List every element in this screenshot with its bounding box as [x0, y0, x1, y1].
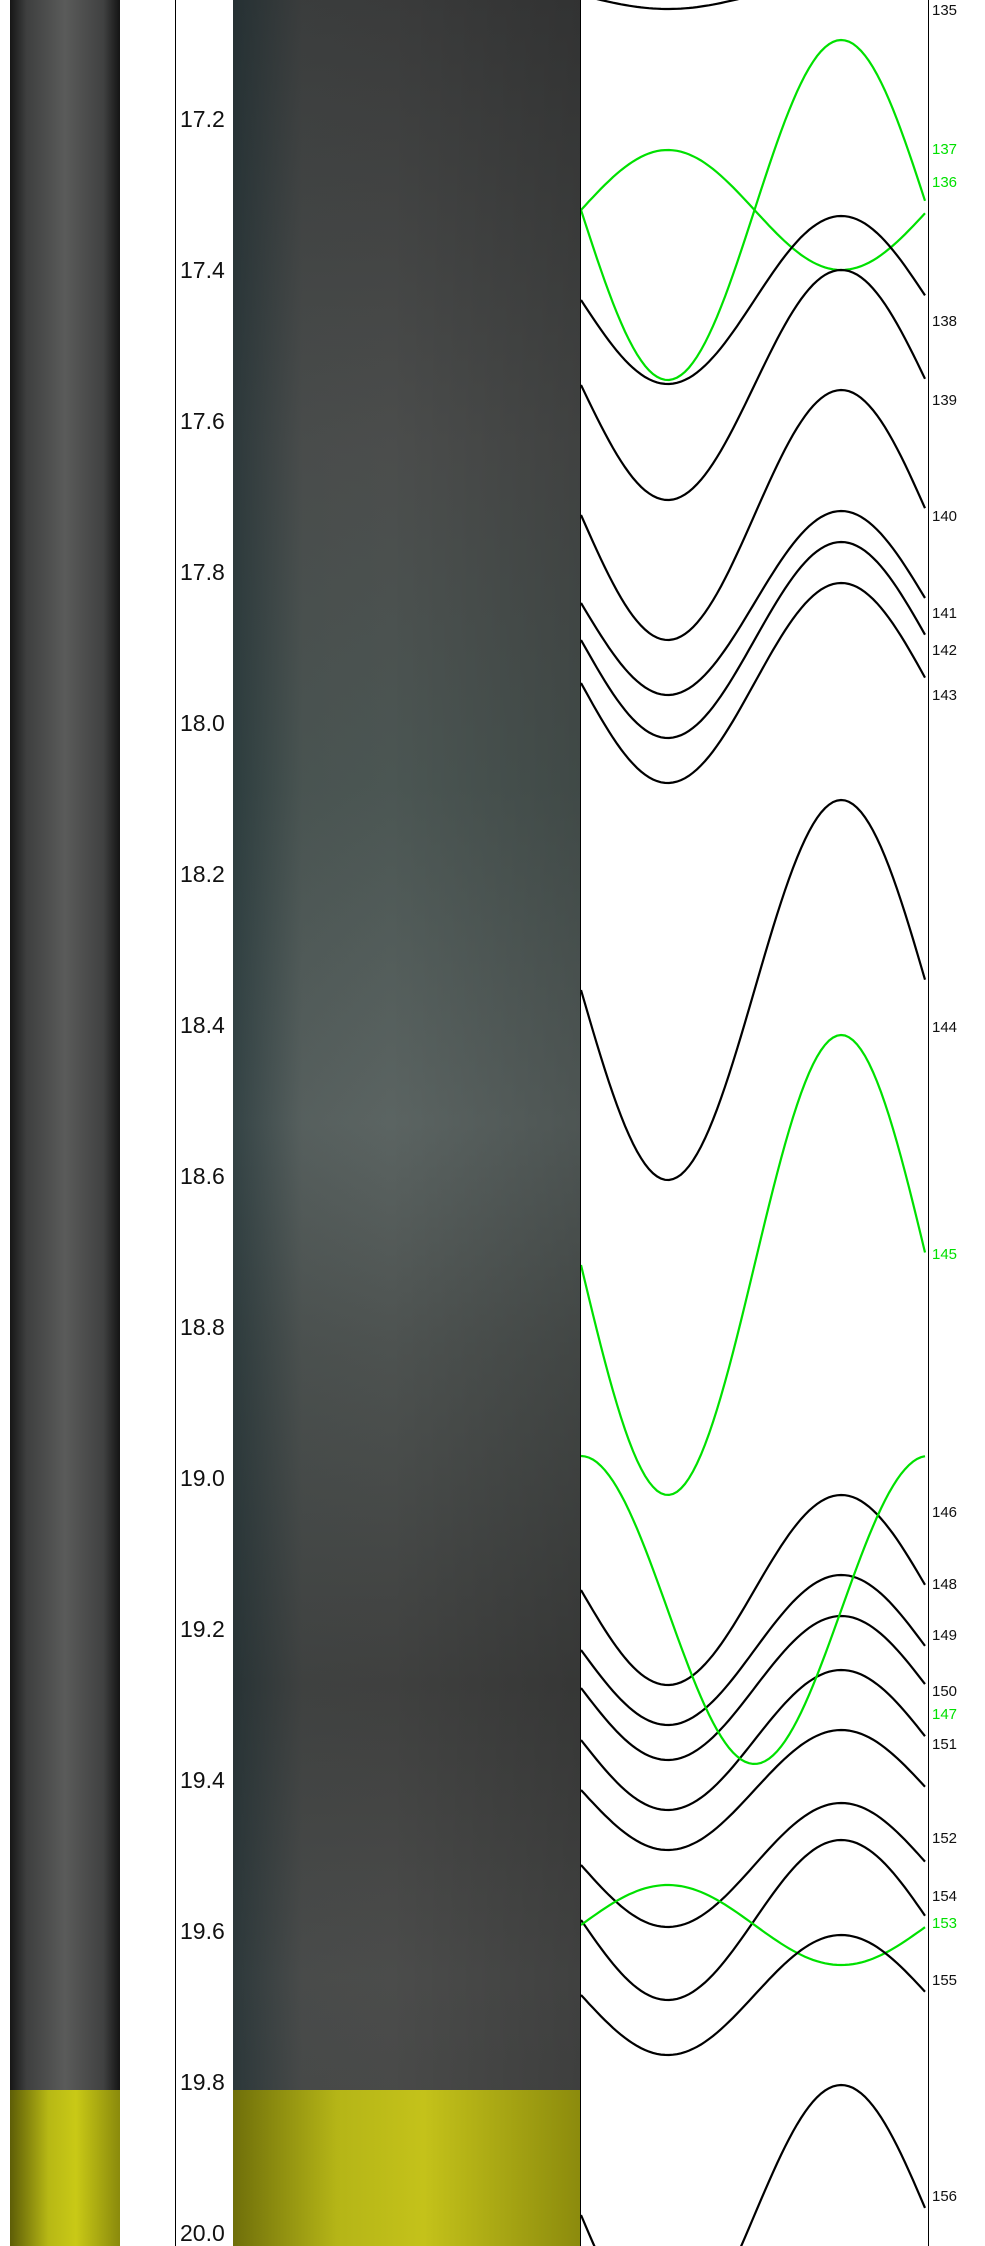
structure-sinusoids: [581, 0, 927, 2246]
depth-track: [175, 0, 234, 2246]
event-label: 154: [932, 1888, 958, 1905]
event-label: 139: [932, 392, 958, 409]
depth-label: 18.4: [180, 1012, 225, 1038]
structure-sinusoid-151: [581, 1728, 926, 1852]
structure-sinusoid-148: [581, 1573, 926, 1727]
depth-label: 20.0: [180, 2220, 225, 2246]
structure-sinusoid-142: [581, 540, 926, 740]
event-label: 151: [932, 1736, 958, 1753]
event-label: 152: [932, 1830, 958, 1847]
structure-sinusoid-135: [596, 0, 740, 11]
structure-sinusoid-140: [581, 388, 927, 642]
event-label: 150: [932, 1683, 958, 1700]
depth-label: 18.8: [180, 1314, 225, 1340]
structure-track: [580, 0, 929, 2246]
structure-sinusoid-155: [581, 1933, 926, 2057]
structure-sinusoid-153: [581, 1883, 926, 1967]
depth-label: 17.4: [180, 257, 225, 283]
event-label: 144: [932, 1019, 958, 1036]
structure-sinusoid-144: [581, 798, 927, 1182]
structure-sinusoid-136: [581, 148, 926, 272]
structure-sinusoid-149: [581, 1614, 926, 1762]
structure-sinusoid-146: [581, 1493, 926, 1687]
unrolled-core-image: [233, 0, 580, 2246]
event-label: 146: [932, 1504, 958, 1521]
event-label: 135: [932, 2, 958, 19]
unrolled-core-highlight: [233, 2090, 580, 2246]
depth-label: 18.6: [180, 1163, 225, 1189]
event-label: 143: [932, 687, 958, 704]
depth-label: 19.6: [180, 1918, 225, 1944]
structure-sinusoid-147: [581, 1454, 926, 1766]
structure-sinusoid-143: [581, 581, 926, 785]
structure-sinusoid-138: [581, 214, 926, 386]
structure-sinusoid-145: [581, 1033, 927, 1497]
event-label: 148: [932, 1576, 958, 1593]
depth-label: 17.2: [180, 106, 225, 132]
structure-sinusoid-139: [581, 268, 926, 502]
depth-label: 18.0: [180, 710, 225, 736]
event-label: 155: [932, 1972, 958, 1989]
depth-label: 19.2: [180, 1616, 225, 1642]
structure-sinusoid-152: [581, 1801, 926, 1929]
depth-label: 17.8: [180, 559, 225, 585]
depth-label: 19.4: [180, 1767, 225, 1793]
depth-label: 18.2: [180, 861, 225, 887]
event-label: 145: [932, 1246, 958, 1263]
depth-label: 17.6: [180, 408, 225, 434]
event-label: 136: [932, 174, 958, 191]
structure-sinusoid-141: [581, 509, 926, 697]
event-label: 142: [932, 642, 958, 659]
event-label: 141: [932, 605, 958, 622]
depth-label: 19.0: [180, 1465, 225, 1491]
core-image-strip: [10, 0, 120, 2246]
event-label: 138: [932, 313, 958, 330]
structure-sinusoid-150: [581, 1668, 926, 1812]
event-label: 153: [932, 1915, 958, 1932]
event-label: 156: [932, 2188, 958, 2205]
event-label: 140: [932, 508, 958, 525]
structure-sinusoid-154: [581, 1838, 926, 2002]
structure-sinusoid-156: [581, 2083, 927, 2246]
event-label: 149: [932, 1627, 958, 1644]
core-strip-highlight: [10, 2090, 120, 2246]
event-label: 147: [932, 1706, 958, 1723]
depth-label: 19.8: [180, 2069, 225, 2095]
event-label: 137: [932, 141, 958, 158]
structure-sinusoid-137: [581, 38, 927, 382]
